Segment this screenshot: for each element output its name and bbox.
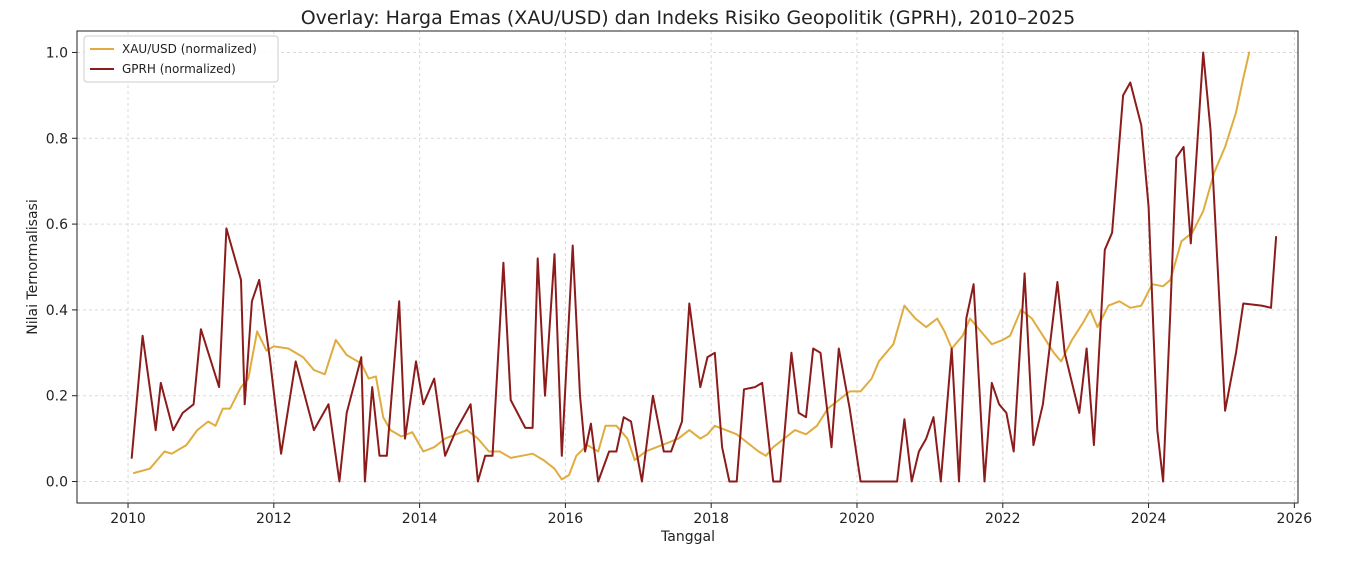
legend-label-gprh: GPRH (normalized): [122, 62, 236, 76]
x-tick-label: 2016: [548, 511, 584, 527]
legend-label-xau: XAU/USD (normalized): [122, 42, 257, 56]
plot-frame: [76, 30, 1299, 504]
grid: [77, 31, 1298, 503]
x-tick-label: 2018: [693, 511, 729, 527]
x-tick-label: 2020: [839, 511, 875, 527]
y-axis-label: Nilai Ternormalisasi: [25, 199, 41, 334]
y-tick-label: 0.8: [46, 131, 68, 147]
x-axis-label: Tanggal: [660, 529, 715, 545]
series-line-gprh: [130, 51, 1278, 483]
y-tick-label: 0.0: [46, 475, 68, 491]
x-tick-label: 2010: [110, 511, 146, 527]
x-tick-label: 2022: [985, 511, 1021, 527]
y-tick-label: 0.4: [46, 303, 68, 319]
y-tick-label: 1.0: [46, 45, 68, 61]
legend-box: [83, 35, 279, 83]
y-tick-label: 0.6: [46, 217, 68, 233]
x-tick-label: 2012: [256, 511, 292, 527]
x-tick-label: 2026: [1277, 511, 1313, 527]
legend: XAU/USD (normalized) GPRH (normalized): [83, 35, 279, 83]
series-line-xau: [132, 51, 1251, 481]
y-tick-label: 0.2: [46, 389, 68, 405]
x-tick-label: 2024: [1131, 511, 1167, 527]
chart-title: Overlay: Harga Emas (XAU/USD) dan Indeks…: [301, 7, 1076, 29]
series-layer: [130, 51, 1278, 483]
ticks: 2010 2012 2014 2016 2018 2020 2022 2024 2026 0.0 0…: [46, 45, 1313, 527]
x-tick-label: 2014: [402, 511, 438, 527]
